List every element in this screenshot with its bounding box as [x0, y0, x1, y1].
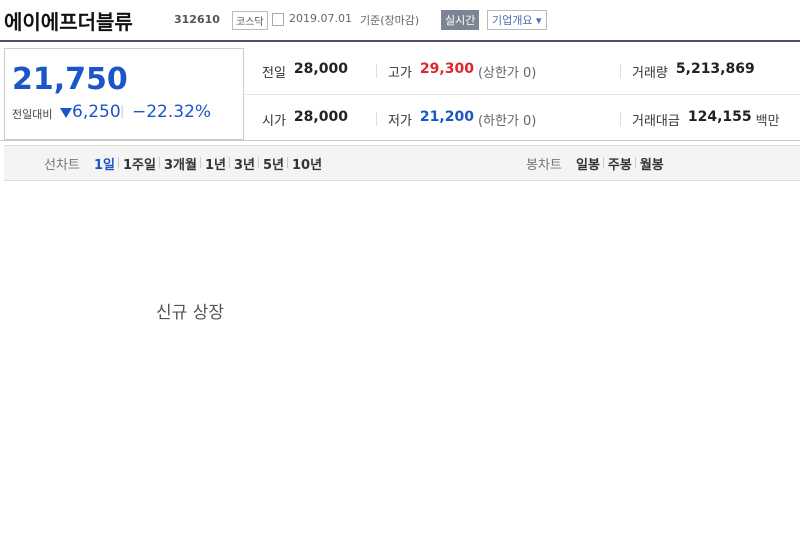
stat-note: (하한가 0) [477, 114, 537, 129]
tab-bar [4, 145, 800, 181]
change: 6,250 [72, 102, 121, 122]
line-chart-label: 선차트 [44, 158, 80, 173]
tab-sep [199, 157, 201, 168]
period-tab[interactable]: 10년 [292, 158, 323, 173]
stock-name: 에이에프더블류 [4, 10, 133, 34]
box-bottom [0, 140, 800, 141]
candle-tab[interactable]: 일봉 [576, 158, 600, 173]
current-price: 21,750 [12, 62, 128, 97]
period-tab[interactable]: 3개월 [163, 158, 197, 173]
stat-label: 거래대금 [632, 114, 680, 129]
price-box [4, 48, 244, 140]
stat-sep [620, 64, 621, 78]
period-tab[interactable]: 1년 [204, 158, 226, 173]
tab-sep [158, 157, 160, 168]
calendar-icon [272, 13, 284, 26]
tab-sep [118, 157, 120, 168]
stat-value: 5,213,869 [675, 61, 755, 77]
stat-unit: 백만 [755, 114, 780, 129]
stat-label: 전일 [262, 66, 286, 81]
stat-label: 저가 [388, 114, 412, 129]
tab-sep [602, 157, 604, 168]
period-tab[interactable]: 5년 [262, 158, 284, 173]
realtime-button[interactable]: 실시간 [441, 10, 480, 30]
change-label: 전일대비 [12, 108, 53, 121]
stat-label: 시가 [262, 114, 286, 129]
stat-sep [376, 112, 377, 126]
annotation: 신규 상장 [156, 303, 224, 323]
stat-value: 21,200 [419, 109, 474, 125]
tab-sep [287, 157, 288, 168]
header-line [0, 40, 800, 42]
candle-chart-label: 봉차트 [526, 158, 562, 173]
stat-value: 124,155 [687, 109, 752, 125]
candle-tab[interactable]: 주봉 [607, 158, 632, 173]
tab-sep [257, 157, 259, 168]
market-badge: 코스닥 [232, 11, 268, 30]
sep: | [120, 104, 125, 119]
stat-note: (상한가 0) [477, 66, 537, 81]
stat-label: 고가 [388, 66, 412, 81]
stat-value: 28,000 [293, 61, 348, 77]
date: 2019.07.01 [289, 12, 352, 25]
stat-label: 거래량 [632, 66, 668, 81]
period-tab[interactable]: 1일 [94, 158, 116, 173]
candle-tab[interactable]: 월봉 [639, 158, 664, 173]
company-info-button[interactable]: 기업개요 ▾ [487, 10, 547, 30]
period-tab[interactable]: 3년 [233, 158, 255, 173]
basis: 기준(장마감) [360, 14, 420, 27]
company-info-text: 기업개요 [492, 14, 533, 27]
change-rate: −22.32% [132, 102, 212, 122]
stock-code: 312610 [174, 13, 220, 26]
stat-sep [620, 112, 621, 126]
chart: 신규 상장 [156, 303, 224, 323]
stat-sep [376, 64, 377, 78]
stat-value: 28,000 [293, 109, 348, 125]
row-sep [245, 94, 800, 95]
tab-sep [634, 157, 636, 168]
stat-value: 29,300 [419, 61, 474, 77]
down-icon: 06/2807/0110:0011:0012:0013:0014:0015:00… [60, 108, 72, 118]
tab-sep [228, 157, 230, 168]
period-tab[interactable]: 1주일 [123, 158, 156, 173]
